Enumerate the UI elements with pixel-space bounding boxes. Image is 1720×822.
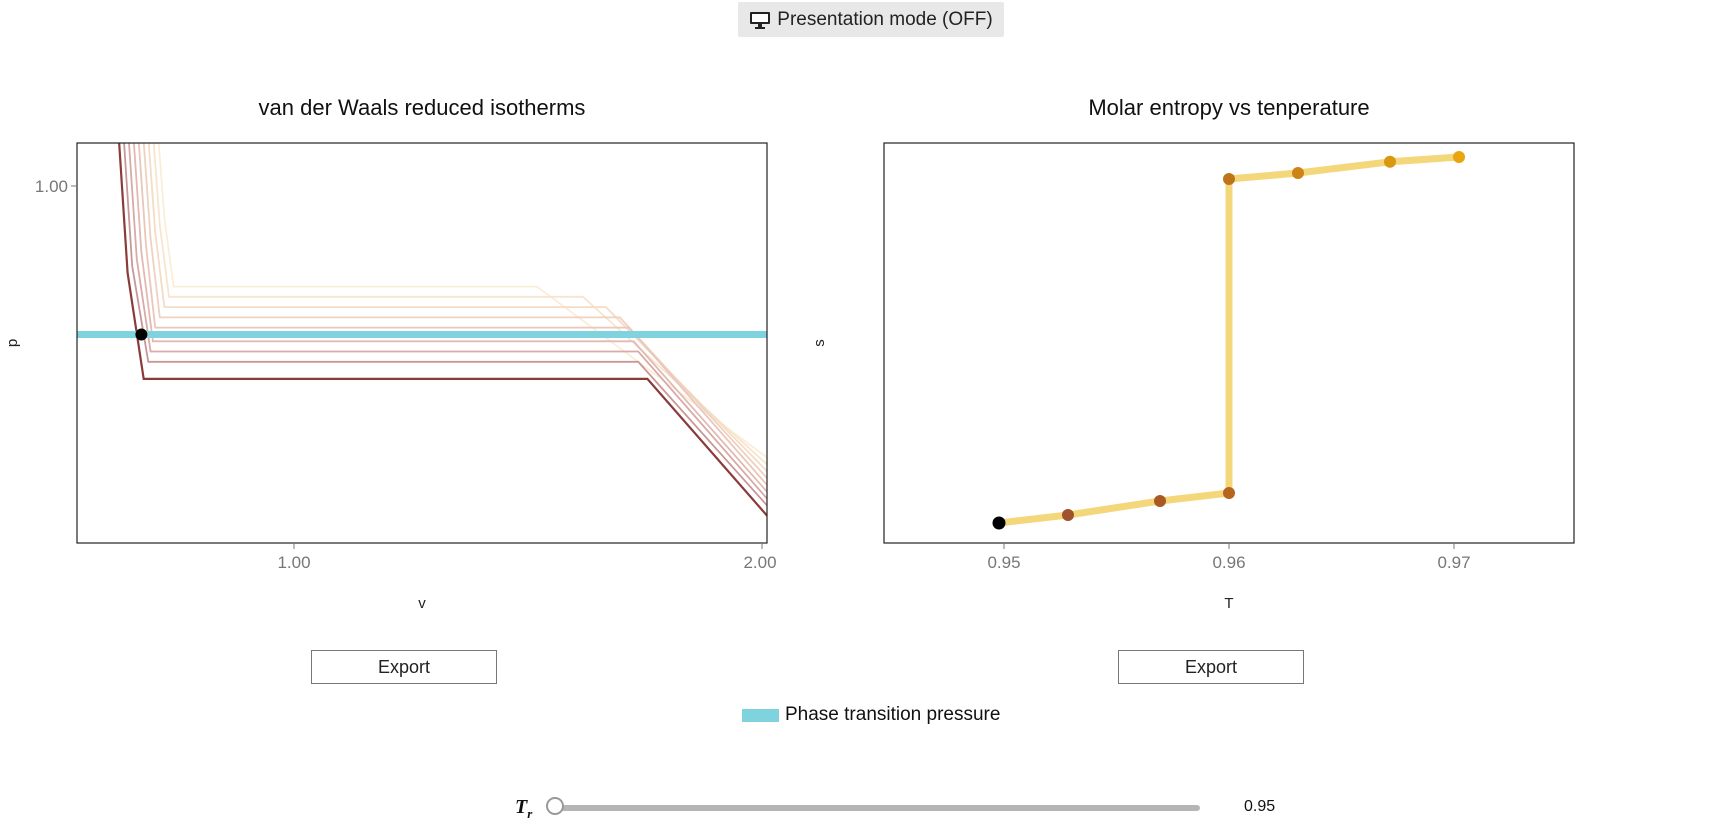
right-plot-area xyxy=(992,151,1465,530)
entropy-point xyxy=(1292,167,1304,179)
left-chart-title: van der Waals reduced isotherms xyxy=(259,95,586,120)
presentation-mode-label: Presentation mode (OFF) xyxy=(777,8,993,30)
left-xtick-label: 2.00 xyxy=(743,553,776,572)
isotherm-line xyxy=(142,143,767,479)
entropy-point xyxy=(1223,173,1235,185)
isotherm-line xyxy=(147,143,767,472)
entropy-point xyxy=(1062,509,1074,521)
legend-label: Phase transition pressure xyxy=(785,704,1001,725)
entropy-line xyxy=(998,153,1460,527)
presentation-mode-button[interactable]: Presentation mode (OFF) xyxy=(738,2,1004,37)
entropy-point xyxy=(1154,495,1166,507)
right-export-button[interactable]: Export xyxy=(1118,650,1304,684)
right-xtick-label: 0.96 xyxy=(1212,553,1245,572)
slider-thumb[interactable] xyxy=(546,797,564,815)
current-state-marker xyxy=(135,328,148,341)
left-export-button[interactable]: Export xyxy=(311,650,497,684)
slider-value: 0.95 xyxy=(1244,798,1276,815)
entropy-point xyxy=(1384,155,1396,168)
isotherm-line xyxy=(157,143,767,459)
right-chart-title: Molar entropy vs tenperature xyxy=(1088,95,1369,120)
left-plot-frame xyxy=(76,142,768,544)
isotherm-line xyxy=(137,143,767,486)
right-xtick-label: 0.95 xyxy=(987,553,1020,572)
right-xtick-label: 0.97 xyxy=(1437,553,1470,572)
slider-label: Tr xyxy=(515,796,532,822)
slider-label-sub: r xyxy=(527,806,533,821)
isotherm-line xyxy=(128,143,767,500)
slider-label-main: T xyxy=(515,796,528,818)
entropy-point xyxy=(1223,487,1235,499)
isotherm-line xyxy=(123,143,767,507)
isotherm-line xyxy=(152,143,767,466)
temperature-slider-control: Tr 0.95 xyxy=(515,796,1276,821)
isotherm-line xyxy=(118,143,767,517)
entropy-point xyxy=(992,516,1006,530)
left-xaxis-label: v xyxy=(418,595,426,612)
left-plot-area xyxy=(77,143,767,517)
left-xtick-label: 1.00 xyxy=(277,553,310,572)
right-yaxis-label: s xyxy=(811,339,828,347)
slider-track[interactable] xyxy=(555,805,1200,811)
monitor-icon xyxy=(750,11,771,29)
right-xaxis-label: T xyxy=(1224,595,1233,612)
left-ytick-label: 1.00 xyxy=(35,177,68,196)
legend-swatch xyxy=(742,708,779,722)
entropy-point xyxy=(1453,151,1465,163)
legend: Phase transition pressure xyxy=(742,702,1000,728)
left-yaxis-label: p xyxy=(4,339,21,347)
isotherm-line xyxy=(133,143,767,493)
